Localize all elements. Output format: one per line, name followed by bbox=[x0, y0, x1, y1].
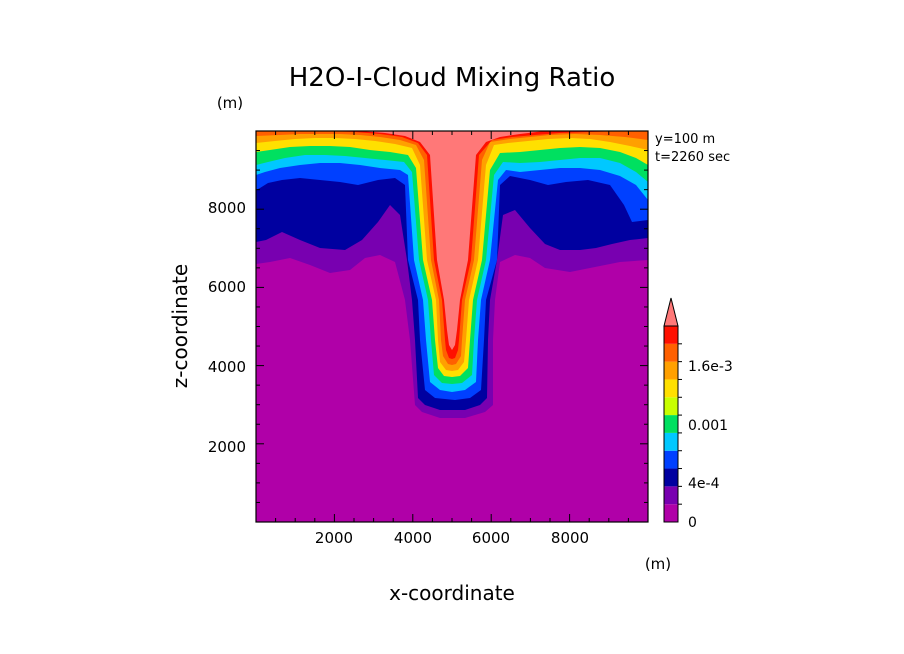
x-tick-label-4000: 4000 bbox=[394, 529, 432, 547]
axis-ticks bbox=[256, 131, 648, 522]
colorbar-swatch bbox=[664, 397, 678, 416]
colorbar-label-1.6e-3: 1.6e-3 bbox=[688, 359, 733, 375]
z-tick-label-6000: 6000 bbox=[208, 278, 246, 296]
colorbar-label-4e-4: 4e-4 bbox=[688, 476, 720, 492]
chart-title: H2O-I-Cloud Mixing Ratio bbox=[289, 63, 616, 93]
colorbar-swatch bbox=[664, 468, 678, 487]
contour-field bbox=[256, 131, 648, 522]
z-unit-label: (m) bbox=[217, 94, 243, 112]
colorbar-frame bbox=[663, 325, 679, 523]
z-tick-label-4000: 4000 bbox=[208, 358, 246, 376]
colorbar-extend-triangle bbox=[663, 297, 679, 327]
colorbar-swatch bbox=[664, 432, 678, 451]
colorbar-label-0: 0 bbox=[688, 515, 697, 531]
z-tick-label-8000: 8000 bbox=[208, 199, 246, 217]
x-tick-label-8000: 8000 bbox=[551, 529, 589, 547]
colorbar-swatch bbox=[664, 450, 678, 469]
annotation-time: t=2260 sec bbox=[655, 150, 730, 165]
colorbar-swatch bbox=[664, 379, 678, 398]
z-axis-label: z-coordinate bbox=[168, 264, 192, 388]
colorbar-swatch bbox=[664, 504, 678, 522]
colorbar-swatch bbox=[664, 361, 678, 380]
x-unit-label: (m) bbox=[645, 555, 671, 573]
colorbar bbox=[663, 297, 682, 523]
x-tick-label-2000: 2000 bbox=[315, 529, 353, 547]
colorbar-swatch bbox=[664, 415, 678, 433]
x-axis-label: x-coordinate bbox=[389, 581, 515, 605]
colorbar-swatch bbox=[664, 326, 678, 344]
contour-layer-pink bbox=[360, 131, 545, 350]
colorbar-swatch bbox=[664, 486, 678, 505]
annotation-y-position: y=100 m bbox=[655, 132, 715, 147]
z-tick-label-2000: 2000 bbox=[208, 438, 246, 456]
x-tick-label-6000: 6000 bbox=[472, 529, 510, 547]
contour-layer-red bbox=[330, 131, 620, 359]
colorbar-label-0.001: 0.001 bbox=[688, 418, 728, 434]
colorbar-swatch bbox=[664, 343, 678, 362]
